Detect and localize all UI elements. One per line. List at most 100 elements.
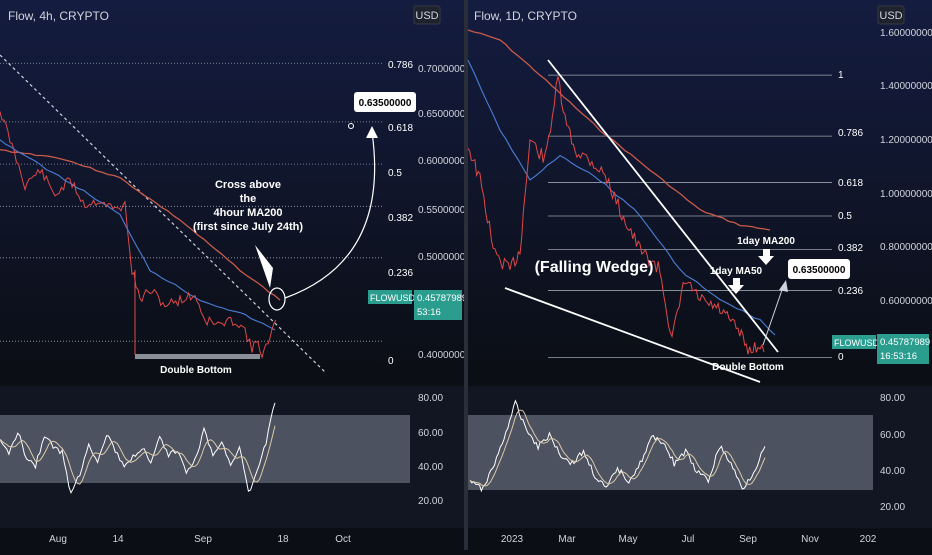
left-annotation-line: (first since July 24th) bbox=[193, 221, 303, 233]
right-time-tick: Mar bbox=[558, 534, 576, 545]
left-double-bottom-label: Double Bottom bbox=[160, 365, 232, 376]
right-price-tick: 1.40000000 bbox=[880, 81, 932, 92]
left-fib-label: 0 bbox=[388, 356, 394, 367]
left-price-tick: 0.70000000 bbox=[418, 64, 471, 75]
right-time-tick: Jul bbox=[682, 534, 695, 545]
descending-trendline bbox=[0, 54, 326, 373]
price-series-line bbox=[467, 76, 765, 355]
right-plot-layer bbox=[467, 29, 788, 493]
left-target-box bbox=[354, 92, 416, 112]
left-time-tick: Oct bbox=[335, 534, 351, 545]
left-cross-annotation: Cross above the 4hour MA200 (first since… bbox=[193, 179, 303, 233]
right-price-tick: 0.80000000 bbox=[880, 242, 932, 253]
left-symbol-badge bbox=[368, 290, 412, 304]
ma200-line bbox=[467, 29, 771, 231]
cross-highlight-circle bbox=[268, 287, 286, 311]
right-price-badge-timer: 16:53:16 bbox=[880, 351, 917, 362]
right-falling-wedge-label: (Falling Wedge) bbox=[535, 259, 654, 276]
target-arrow-line bbox=[762, 286, 784, 346]
right-time-tick: 202 bbox=[860, 534, 877, 545]
right-target-box bbox=[788, 259, 850, 279]
annotation-arrow bbox=[255, 245, 273, 288]
right-double-bottom-label: Double Bottom bbox=[712, 362, 784, 373]
right-time-tick: Sep bbox=[739, 534, 757, 545]
left-time-tick: Sep bbox=[194, 534, 212, 545]
rsi-line bbox=[0, 402, 276, 495]
left-fib-label: 0.236 bbox=[388, 268, 413, 279]
right-fib-label: 0 bbox=[838, 352, 844, 363]
left-price-badge-value: 0.45787989 bbox=[417, 293, 467, 304]
target-point bbox=[348, 123, 354, 129]
left-plot-layer bbox=[0, 54, 378, 495]
left-time-tick: 18 bbox=[277, 534, 289, 545]
right-fib-label: 0.618 bbox=[838, 178, 863, 189]
right-rsi-tick: 60.00 bbox=[880, 430, 905, 441]
right-chart-title: Flow, 1D, CRYPTO bbox=[474, 9, 577, 23]
left-fib-label: 0.382 bbox=[388, 213, 413, 224]
right-fib-label: 0.236 bbox=[838, 286, 863, 297]
left-rsi-tick: 40.00 bbox=[418, 462, 443, 473]
right-price-tick: 1.60000000 bbox=[880, 28, 932, 39]
left-price-badge bbox=[414, 290, 462, 320]
left-time-axis[interactable]: Aug 14 Sep 18 Oct bbox=[49, 534, 351, 545]
left-price-axis[interactable]: 0.70000000 0.65000000 0.60000000 0.55000… bbox=[418, 64, 471, 361]
right-time-tick: 2023 bbox=[501, 534, 524, 545]
left-time-tick: Aug bbox=[49, 534, 67, 545]
target-curve-arrow bbox=[284, 131, 376, 299]
right-rsi-tick: 40.00 bbox=[880, 466, 905, 477]
right-currency-button[interactable] bbox=[877, 5, 905, 25]
left-target-label: 0.63500000 bbox=[359, 98, 412, 109]
target-arrowhead bbox=[366, 126, 378, 138]
ma200-line bbox=[0, 149, 281, 301]
left-price-tick: 0.50000000 bbox=[418, 252, 471, 263]
right-price-tick: 0.60000000 bbox=[880, 296, 932, 307]
right-time-tick: Nov bbox=[801, 534, 819, 545]
right-fib-levels bbox=[548, 74, 832, 358]
right-rsi-band bbox=[468, 415, 873, 490]
right-symbol-text: FLOWUSD bbox=[834, 338, 880, 348]
right-price-badge-value: 0.45787989 bbox=[880, 337, 930, 348]
left-currency-label: USD bbox=[415, 10, 438, 22]
right-time-axis[interactable]: 2023 Mar May Jul Sep Nov 202 bbox=[501, 534, 877, 545]
left-chart-panel: Flow, 4h, CRYPTO USD 0.70000000 0.650000… bbox=[0, 0, 471, 545]
right-price-tick: 1.00000000 bbox=[880, 189, 932, 200]
right-fib-label: 1 bbox=[838, 70, 844, 81]
right-time-tick: May bbox=[619, 534, 638, 545]
rsi-signal-line bbox=[469, 409, 766, 487]
right-rsi-axis[interactable]: 80.00 60.00 40.00 20.00 bbox=[880, 393, 905, 513]
left-rsi-band bbox=[0, 415, 410, 483]
right-price-axis[interactable]: 1.60000000 1.40000000 1.20000000 1.00000… bbox=[880, 28, 932, 307]
left-price-badge-timer: 53:16 bbox=[417, 307, 441, 318]
left-currency-button[interactable] bbox=[413, 5, 441, 25]
rsi-signal-line bbox=[0, 425, 276, 485]
left-rsi-tick: 80.00 bbox=[418, 393, 443, 404]
left-fib-label: 0.786 bbox=[388, 60, 413, 71]
left-annotation-line: Cross above bbox=[215, 179, 281, 191]
left-fib-label: 0.5 bbox=[388, 168, 402, 179]
right-fib-label: 0.5 bbox=[838, 211, 852, 222]
ma50-line bbox=[0, 139, 276, 331]
right-rsi-tick: 20.00 bbox=[880, 502, 905, 513]
wedge-lower-line bbox=[504, 287, 761, 383]
left-fib-label: 0.618 bbox=[388, 123, 413, 134]
left-rsi-axis[interactable]: 80.00 60.00 40.00 20.00 bbox=[418, 393, 443, 507]
right-chart-panel: Flow, 1D, CRYPTO USD 1.60000000 1.400000… bbox=[467, 0, 932, 545]
left-annotation-line: 4hour MA200 bbox=[213, 207, 282, 219]
right-price-badge bbox=[877, 334, 929, 364]
right-symbol-badge bbox=[832, 335, 876, 349]
left-time-tick: 14 bbox=[112, 534, 124, 545]
left-price-tick: 0.60000000 bbox=[418, 156, 471, 167]
right-currency-label: USD bbox=[879, 10, 902, 22]
ma50-line bbox=[467, 59, 776, 336]
ma50-arrow-icon bbox=[728, 278, 744, 294]
right-price-pane bbox=[468, 0, 932, 383]
target-arrowhead bbox=[779, 280, 788, 292]
rsi-line bbox=[469, 399, 766, 493]
left-annotation-line: the bbox=[240, 193, 257, 205]
left-symbol-text: FLOWUSD bbox=[370, 293, 416, 303]
right-price-tick: 1.20000000 bbox=[880, 135, 932, 146]
right-target-label: 0.63500000 bbox=[793, 265, 846, 276]
right-ma50-label: 1day MA50 bbox=[710, 266, 763, 277]
